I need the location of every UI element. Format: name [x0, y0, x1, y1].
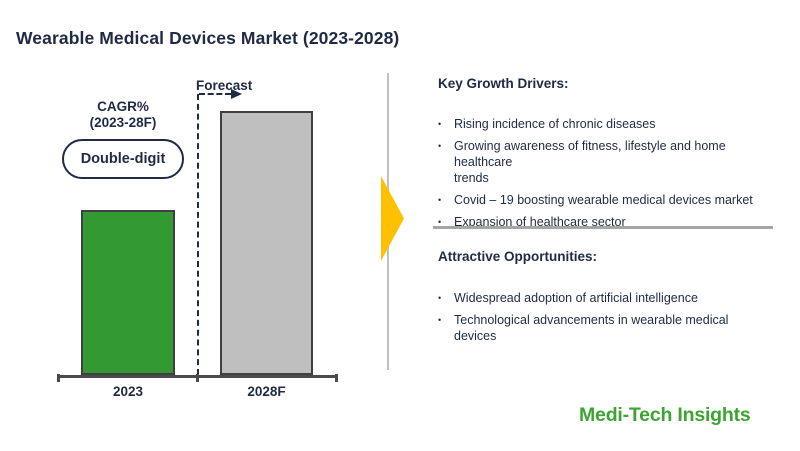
right-panel: Key Growth Drivers: • Rising incidence o… [433, 0, 773, 451]
cagr-label-line1: CAGR% [97, 99, 149, 114]
panel-divider-rule [433, 226, 773, 229]
x-axis-tick-left [57, 374, 60, 382]
bullet-text: Technological advancements in wearable m… [454, 313, 729, 343]
bullet-icon: • [438, 141, 442, 151]
bullet-text: Growing awareness of fitness, lifestyle … [454, 139, 726, 185]
opportunities-list: • Widespread adoption of artificial inte… [438, 290, 773, 350]
forecast-dashed-line-horizontal [199, 93, 231, 95]
forecast-dashed-line-vertical [197, 94, 199, 375]
list-item: • Widespread adoption of artificial inte… [438, 290, 773, 306]
bullet-text: Covid – 19 boosting wearable medical dev… [454, 193, 753, 207]
cagr-label: CAGR% (2023-28F) [48, 99, 198, 131]
bullet-icon: • [438, 315, 442, 325]
list-item: • Covid – 19 boosting wearable medical d… [438, 192, 773, 208]
cagr-value-badge: Double-digit [62, 139, 184, 179]
bullet-text: Expansion of healthcare sector [454, 215, 626, 229]
x-axis-tick-center [196, 374, 199, 382]
opportunities-heading: Attractive Opportunities: [438, 249, 598, 264]
x-label-2028f: 2028F [247, 384, 286, 399]
medi-tech-insights-logo: Medi-Tech Insights [579, 404, 751, 426]
yellow-arrow-icon [381, 176, 404, 261]
forecast-arrowhead-icon [231, 89, 242, 99]
bullet-icon: • [438, 217, 442, 227]
x-label-2023: 2023 [112, 384, 144, 399]
cagr-value-text: Double-digit [80, 151, 166, 167]
cagr-label-line2: (2023-28F) [89, 115, 157, 130]
bullet-text: Rising incidence of chronic diseases [454, 117, 656, 131]
forecast-label: Forecast [196, 78, 253, 93]
page-title: Wearable Medical Devices Market (2023-20… [16, 28, 400, 48]
growth-drivers-list: • Rising incidence of chronic diseases •… [438, 116, 773, 236]
bullet-text: Widespread adoption of artificial intell… [454, 291, 698, 305]
list-item: • Expansion of healthcare sector [438, 214, 773, 230]
list-item: • Technological advancements in wearable… [438, 312, 773, 344]
growth-drivers-heading: Key Growth Drivers: [438, 76, 569, 91]
list-item: • Growing awareness of fitness, lifestyl… [438, 138, 773, 186]
bullet-icon: • [438, 293, 442, 303]
bar-2028f [220, 111, 313, 375]
x-axis-tick-right [335, 374, 338, 382]
bar-2023 [81, 210, 175, 375]
bullet-icon: • [438, 119, 442, 129]
list-item: • Rising incidence of chronic diseases [438, 116, 773, 132]
bullet-icon: • [438, 195, 442, 205]
